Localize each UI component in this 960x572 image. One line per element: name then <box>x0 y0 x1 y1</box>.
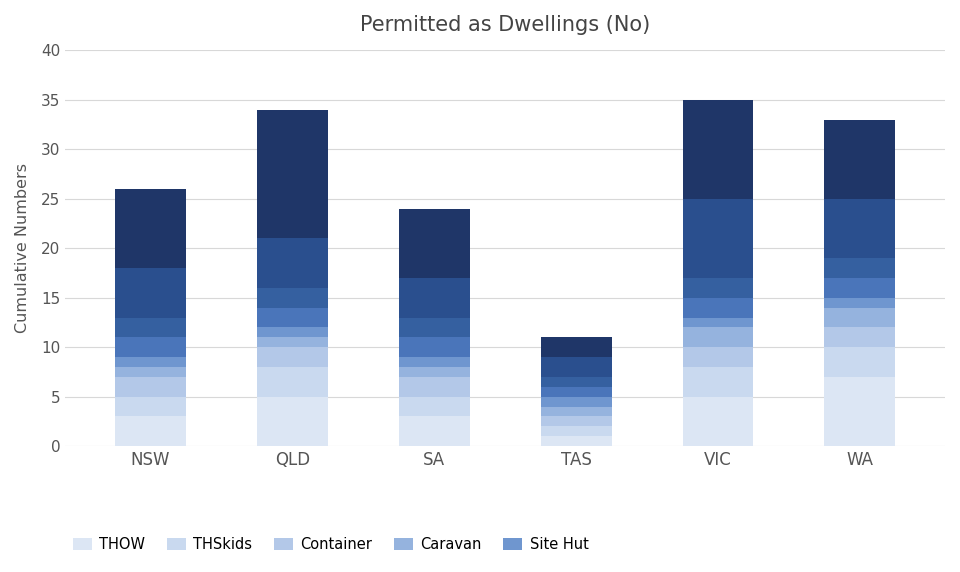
Bar <box>540 416 612 426</box>
Bar <box>683 347 754 367</box>
Bar <box>825 347 896 377</box>
Bar <box>540 407 612 416</box>
Bar <box>115 357 186 367</box>
Bar <box>683 317 754 327</box>
Bar <box>825 278 896 298</box>
Bar <box>257 110 327 239</box>
Bar <box>540 357 612 377</box>
Bar <box>825 199 896 258</box>
Bar <box>257 288 327 308</box>
Bar <box>398 278 469 317</box>
Bar <box>398 209 469 278</box>
Bar <box>398 357 469 367</box>
Bar <box>257 239 327 288</box>
Bar <box>683 327 754 347</box>
Bar <box>540 397 612 407</box>
Bar <box>540 436 612 446</box>
Title: Permitted as Dwellings (No): Permitted as Dwellings (No) <box>360 15 650 35</box>
Bar <box>540 337 612 357</box>
Bar <box>825 327 896 347</box>
Bar <box>540 387 612 397</box>
Bar <box>115 189 186 268</box>
Bar <box>257 347 327 367</box>
Bar <box>398 337 469 357</box>
Bar <box>825 258 896 278</box>
Bar <box>398 377 469 397</box>
Bar <box>683 278 754 298</box>
Bar <box>398 397 469 416</box>
Bar <box>398 317 469 337</box>
Bar <box>540 426 612 436</box>
Bar <box>257 367 327 397</box>
Bar <box>683 100 754 199</box>
Bar <box>683 367 754 397</box>
Bar <box>825 298 896 308</box>
Bar <box>115 268 186 317</box>
Bar <box>825 308 896 327</box>
Bar <box>257 308 327 327</box>
Bar <box>115 397 186 416</box>
Bar <box>683 397 754 446</box>
Bar <box>398 367 469 377</box>
Bar <box>825 377 896 446</box>
Bar <box>115 416 186 446</box>
Bar <box>257 337 327 347</box>
Bar <box>540 377 612 387</box>
Bar <box>825 120 896 199</box>
Bar <box>683 298 754 317</box>
Bar <box>257 397 327 446</box>
Bar <box>115 377 186 397</box>
Bar <box>115 317 186 337</box>
Bar <box>115 367 186 377</box>
Bar <box>683 199 754 278</box>
Y-axis label: Cumulative Numbers: Cumulative Numbers <box>15 163 30 333</box>
Bar <box>115 337 186 357</box>
Bar <box>257 327 327 337</box>
Bar <box>398 416 469 446</box>
